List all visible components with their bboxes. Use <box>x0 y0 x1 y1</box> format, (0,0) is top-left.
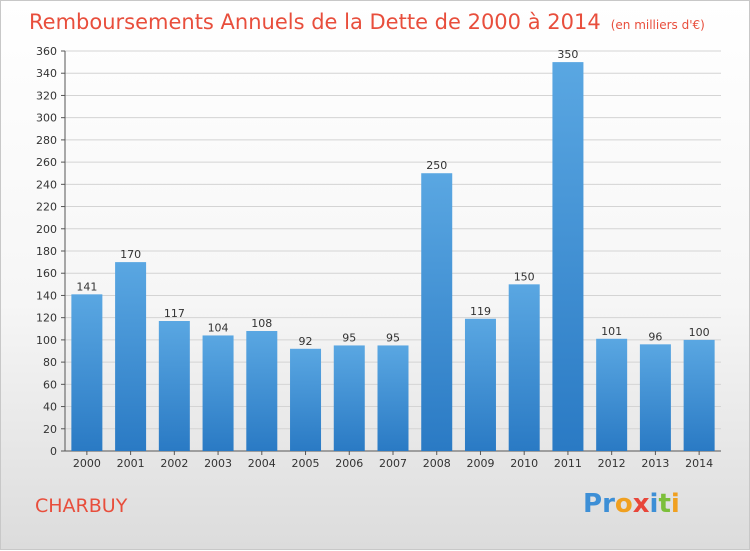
y-tick-label: 100 <box>36 334 57 347</box>
chart-unit-note: (en milliers d'€) <box>610 18 705 32</box>
bar <box>421 173 453 451</box>
bars <box>71 62 715 451</box>
x-tick-label: 2004 <box>248 457 276 470</box>
logo-letter: t <box>658 489 671 519</box>
x-tick-label: 2011 <box>554 457 582 470</box>
y-tick-label: 200 <box>36 223 57 236</box>
x-tick-label: 2003 <box>204 457 232 470</box>
bar <box>246 331 278 451</box>
bar-value-label: 95 <box>386 331 400 344</box>
y-tick-label: 220 <box>36 201 57 214</box>
y-tick-label: 140 <box>36 289 57 302</box>
bar <box>115 262 147 451</box>
x-tick-label: 2012 <box>598 457 626 470</box>
y-tick-label: 20 <box>43 423 57 436</box>
bar-value-label: 350 <box>557 48 578 61</box>
y-tick-label: 180 <box>36 245 57 258</box>
y-tick-label: 360 <box>36 45 57 58</box>
bar-value-label: 104 <box>208 321 229 334</box>
x-tick-label: 2001 <box>117 457 145 470</box>
y-tick-label: 340 <box>36 67 57 80</box>
bar-value-label: 101 <box>601 325 622 338</box>
commune-name: CHARBUY <box>35 495 128 517</box>
bar-value-label: 108 <box>251 317 272 330</box>
x-tick-label: 2007 <box>379 457 407 470</box>
logo-letter: i <box>649 489 659 519</box>
chart-title: Remboursements Annuels de la Dette de 20… <box>29 7 705 37</box>
y-tick-label: 260 <box>36 156 57 169</box>
bar <box>464 318 496 451</box>
bar-value-label: 96 <box>648 330 662 343</box>
y-tick-label: 120 <box>36 312 57 325</box>
bar-value-label: 119 <box>470 305 491 318</box>
x-tick-label: 2000 <box>73 457 101 470</box>
logo-letter: r <box>602 489 615 519</box>
bar <box>377 345 409 451</box>
logo-letter: o <box>614 489 633 519</box>
logo-letter: x <box>632 489 650 519</box>
x-tick-label: 2013 <box>641 457 669 470</box>
logo-letter: i <box>670 489 680 519</box>
y-tick-label: 60 <box>43 378 57 391</box>
x-tick-label: 2005 <box>292 457 320 470</box>
bar <box>333 345 365 451</box>
bar-value-label: 141 <box>76 280 97 293</box>
y-tick-label: 160 <box>36 267 57 280</box>
bar <box>290 348 322 451</box>
x-tick-label: 2014 <box>685 457 713 470</box>
bar-value-label: 150 <box>514 270 535 283</box>
bar-value-label: 95 <box>342 331 356 344</box>
x-tick-label: 2008 <box>423 457 451 470</box>
x-tick-label: 2006 <box>335 457 363 470</box>
chart-title-text: Remboursements Annuels de la Dette de 20… <box>29 10 601 34</box>
y-tick-label: 280 <box>36 134 57 147</box>
y-tick-label: 80 <box>43 356 57 369</box>
bar <box>552 62 584 451</box>
x-tick-label: 2002 <box>160 457 188 470</box>
y-tick-label: 0 <box>50 445 57 458</box>
bar <box>683 339 715 451</box>
bar-value-label: 170 <box>120 248 141 261</box>
bar <box>71 294 103 451</box>
bar <box>202 335 234 451</box>
bar <box>508 284 540 451</box>
logo-letter: P <box>583 489 603 519</box>
bar-value-label: 117 <box>164 307 185 320</box>
bar <box>158 321 190 451</box>
y-tick-label: 40 <box>43 401 57 414</box>
bar-value-label: 92 <box>299 335 313 348</box>
y-tick-label: 300 <box>36 112 57 125</box>
x-tick-label: 2009 <box>466 457 494 470</box>
labels: 141 2000 170 2001 117 2002 104 2003 108 2004 92 200… <box>73 48 713 470</box>
bar <box>596 338 628 451</box>
x-tick-label: 2010 <box>510 457 538 470</box>
y-tick-label: 240 <box>36 178 57 191</box>
y-tick-label: 320 <box>36 89 57 102</box>
bar-value-label: 100 <box>689 326 710 339</box>
bar-value-label: 250 <box>426 159 447 172</box>
bar <box>639 344 671 451</box>
proxiti-logo: Proxiti <box>583 489 680 519</box>
